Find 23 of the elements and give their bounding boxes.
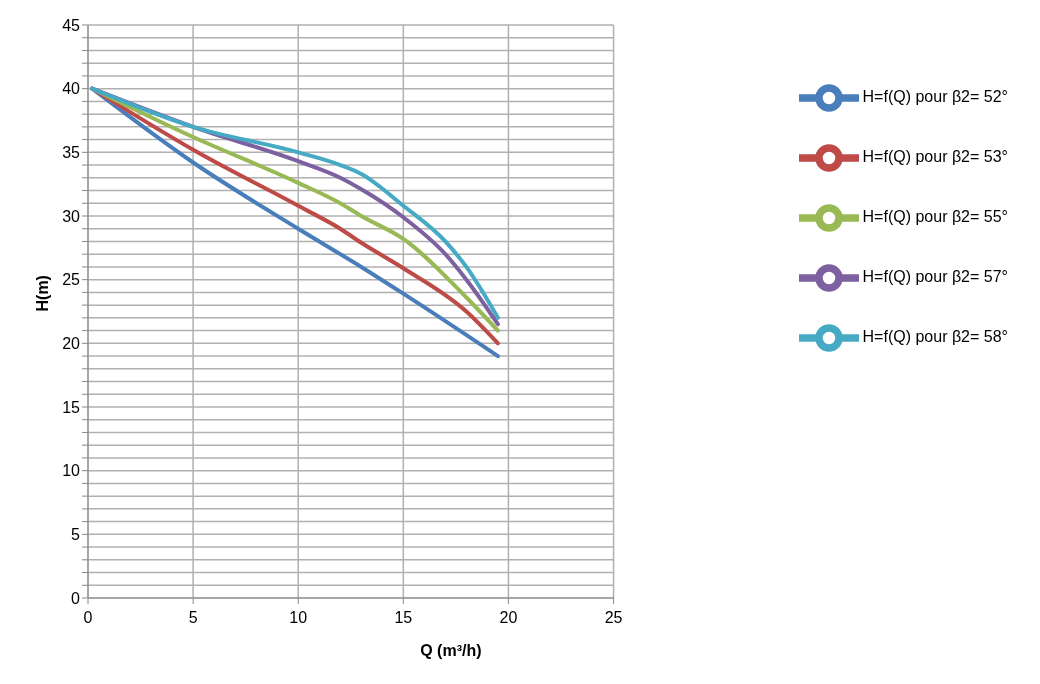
y-tick-label: 5 [71, 526, 81, 544]
x-tick-label: 10 [289, 609, 308, 627]
y-tick-label: 10 [62, 462, 81, 480]
x-axis-title: Q (m³/h) [420, 642, 482, 659]
x-tick-label: 20 [499, 609, 518, 627]
x-tick-label: 0 [83, 609, 93, 627]
y-tick-label: 35 [62, 144, 81, 162]
legend-label: H=f(Q) pour β2= 57° [862, 268, 1008, 286]
legend-label: H=f(Q) pour β2= 53° [862, 148, 1008, 166]
y-tick-label: 0 [71, 589, 81, 607]
y-axis-title: H(m) [33, 275, 51, 312]
y-tick-label: 30 [62, 207, 81, 225]
y-tick-label: 40 [62, 80, 81, 98]
legend-label: H=f(Q) pour β2= 52° [862, 88, 1008, 106]
y-tick-label: 20 [62, 335, 81, 353]
legend-label: H=f(Q) pour β2= 58° [862, 328, 1008, 346]
x-tick-label: 15 [394, 609, 413, 627]
x-tick-label: 5 [188, 609, 198, 627]
legend-label: H=f(Q) pour β2= 55° [862, 208, 1008, 226]
y-tick-label: 45 [62, 16, 81, 34]
y-tick-label: 25 [62, 271, 81, 289]
x-tick-label: 25 [604, 609, 623, 627]
y-tick-label: 15 [62, 398, 81, 416]
